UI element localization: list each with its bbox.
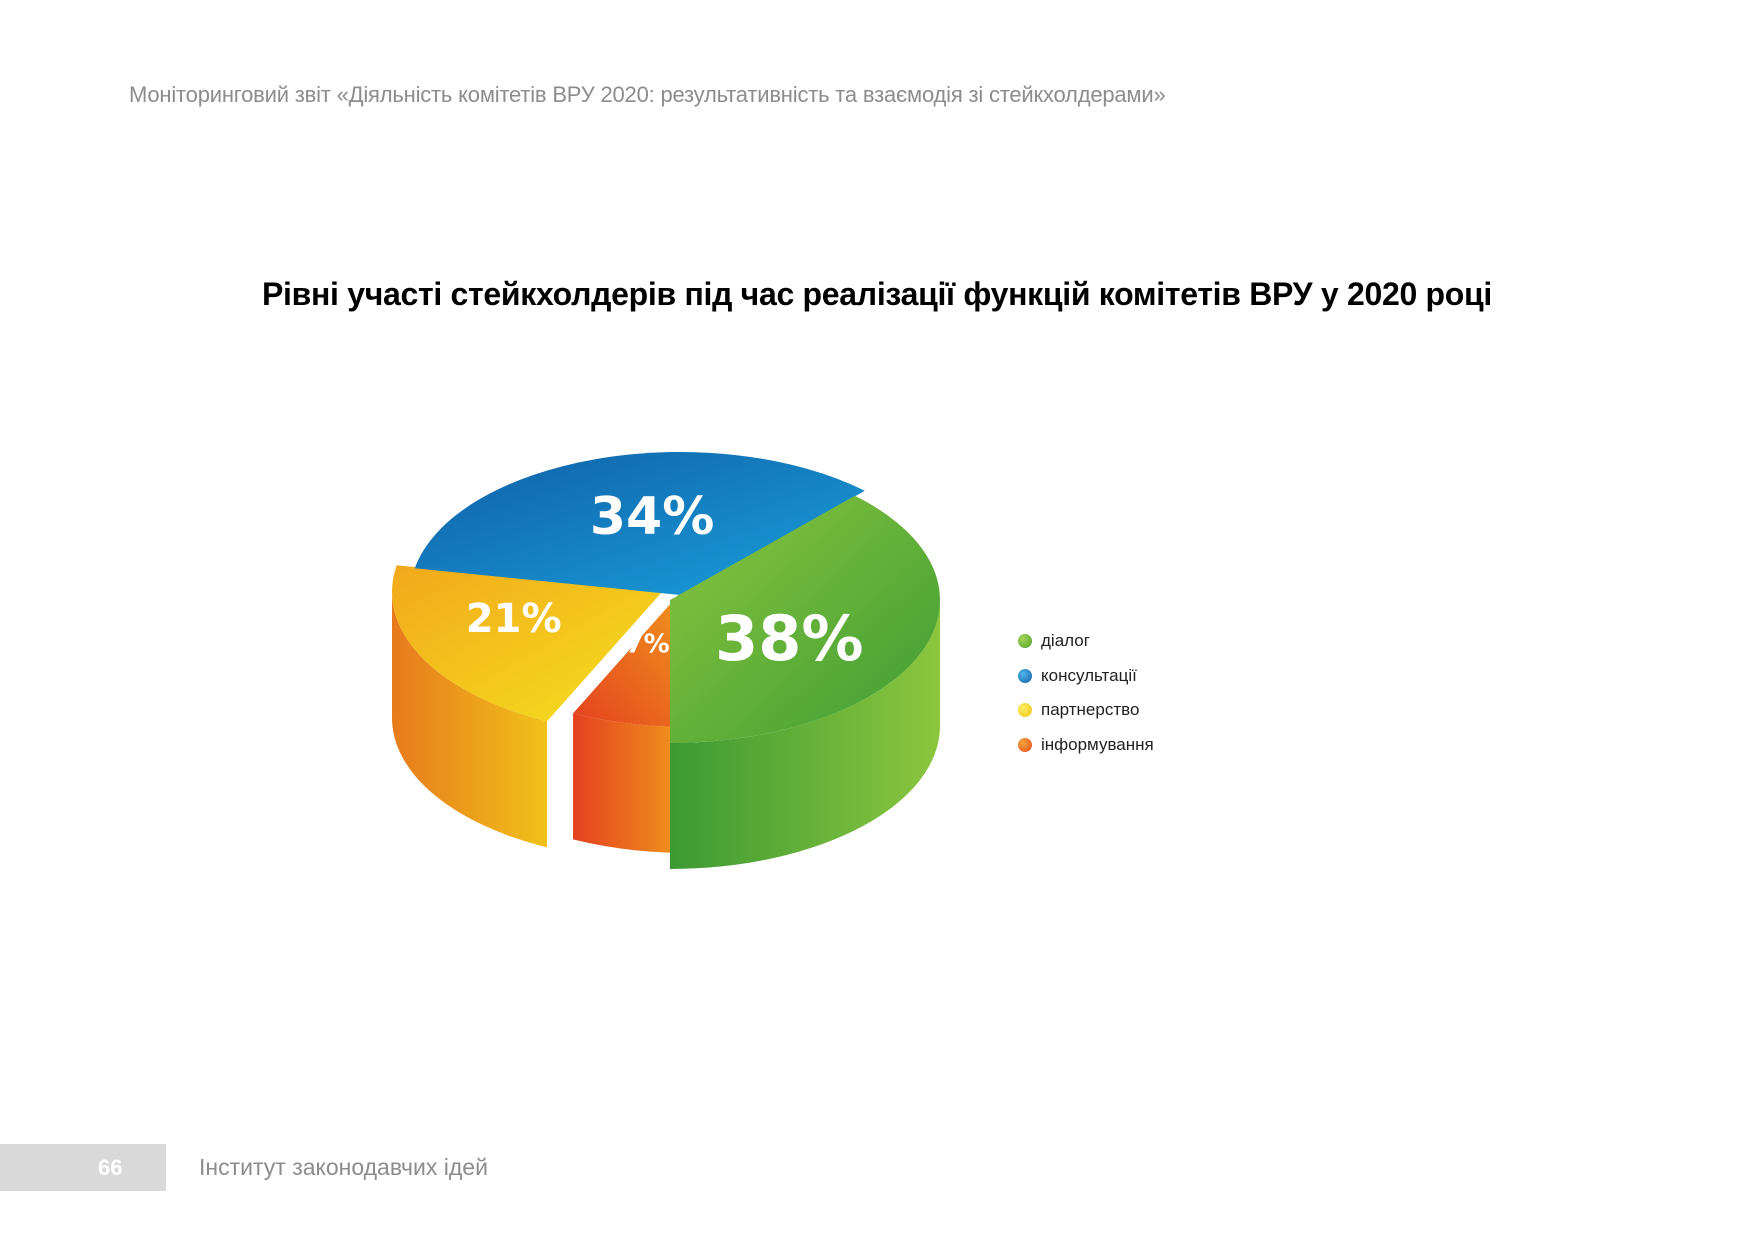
- running-header: Моніторинговий звіт «Діяльність комітеті…: [129, 82, 1166, 107]
- slice-consultations: [414, 452, 865, 595]
- page-number: 66: [98, 1155, 123, 1180]
- legend-item-consultations: консультації: [1018, 659, 1154, 694]
- legend-swatch: [1018, 668, 1032, 683]
- legend-swatch: [1018, 634, 1032, 649]
- legend-item-informing: інформування: [1018, 728, 1154, 763]
- data-label-dialog: 38%: [715, 602, 863, 675]
- legend-label: консультації: [1041, 665, 1137, 685]
- footer-page-box: [0, 1144, 166, 1191]
- legend-item-dialog: діалог: [1018, 624, 1154, 659]
- legend-item-partnership: партнерство: [1018, 693, 1154, 728]
- legend-label: партнерство: [1041, 700, 1140, 720]
- slice-informing-side: [573, 713, 688, 853]
- legend-swatch: [1018, 703, 1032, 718]
- data-label-consultations: 34%: [590, 487, 714, 547]
- slice-dialog: [670, 495, 940, 869]
- slice-partnership: [391, 565, 662, 848]
- footer-organization: Інститут законодавчих ідей: [199, 1154, 488, 1180]
- slice-partnership-side: [392, 592, 548, 848]
- data-label-informing: 7%: [626, 629, 670, 659]
- legend-swatch: [1018, 737, 1032, 752]
- slice-informing-top: [573, 584, 688, 727]
- slice-partnership-top: [391, 565, 662, 722]
- legend-label: діалог: [1041, 631, 1090, 651]
- slice-dialog-side: [670, 600, 940, 869]
- chart-legend: діалог консультації партнерство інформув…: [1018, 624, 1154, 762]
- slice-informing: [573, 584, 688, 853]
- chart-title: Рівні участі стейкхолдерів під час реалі…: [261, 276, 1492, 312]
- slice-dialog-top: [670, 495, 940, 743]
- slice-consultations-top: [414, 452, 865, 595]
- legend-label: інформування: [1041, 734, 1154, 754]
- data-label-partnership: 21%: [466, 596, 562, 642]
